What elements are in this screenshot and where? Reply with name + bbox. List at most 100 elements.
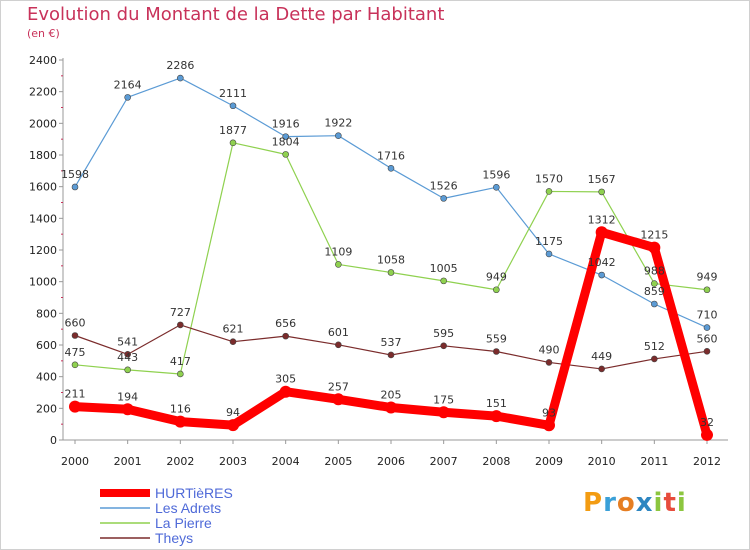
series-point: [703, 324, 711, 331]
data-label: 151: [486, 397, 507, 410]
series-point: [227, 419, 239, 432]
y-tick-label: 400: [36, 371, 57, 384]
series-point: [69, 400, 81, 413]
series-point: [177, 370, 184, 378]
data-label: 32: [700, 416, 714, 429]
series-line: [74, 77, 708, 329]
data-label: 116: [170, 403, 191, 416]
x-tick-label: 2010: [588, 455, 616, 468]
data-label: 560: [697, 332, 718, 345]
series-point: [543, 419, 555, 432]
series-point: [174, 415, 187, 428]
x-tick-label: 2009: [535, 455, 563, 468]
data-label: 1877: [219, 124, 247, 137]
x-tick-label: 2006: [377, 455, 405, 468]
logo-letter: i: [676, 488, 687, 518]
data-label: 305: [275, 373, 296, 386]
proxiti-logo: Proxiti: [583, 488, 687, 518]
y-tick-label: 200: [36, 402, 57, 415]
data-label: 660: [65, 317, 86, 330]
y-tick-label: 1800: [29, 149, 57, 162]
data-label: 1215: [640, 229, 668, 242]
legend-label: La Pierre: [155, 515, 212, 531]
data-label: 93: [542, 406, 556, 419]
series-point: [440, 195, 447, 202]
data-label: 94: [226, 406, 240, 419]
series-point: [545, 188, 553, 195]
legend-label: Les Adrets: [155, 500, 221, 516]
data-label: 1109: [324, 245, 352, 258]
data-label: 417: [170, 355, 191, 368]
y-tick-label: 1400: [29, 212, 57, 225]
data-label: 1567: [588, 173, 616, 186]
series-point: [387, 269, 395, 276]
series-point: [440, 277, 447, 285]
series-point: [282, 332, 289, 340]
logo-letter: x: [635, 488, 654, 518]
series-point: [437, 406, 450, 419]
chart-title: Evolution du Montant de la Dette par Hab…: [27, 4, 445, 25]
x-tick-label: 2011: [640, 455, 668, 468]
data-label: 601: [328, 326, 349, 339]
y-tick-label: 2400: [29, 54, 57, 67]
x-tick-label: 2003: [219, 455, 247, 468]
series-point: [598, 365, 605, 373]
data-label: 988: [644, 265, 665, 278]
logo-letter: i: [653, 488, 664, 518]
data-label: 449: [591, 350, 612, 363]
series-point: [124, 351, 131, 358]
series-point: [177, 74, 184, 82]
logo-text: Proxiti: [583, 488, 687, 518]
data-label: 621: [223, 323, 244, 336]
data-label: 257: [328, 380, 349, 393]
data-label: 541: [117, 335, 138, 348]
data-label: 490: [539, 343, 560, 356]
x-tick-label: 2004: [272, 455, 300, 468]
data-label: 537: [381, 336, 402, 349]
series-point: [440, 342, 447, 350]
series-point: [282, 133, 289, 140]
series-point: [595, 226, 608, 239]
series-point: [545, 250, 553, 258]
series-point: [124, 94, 131, 101]
data-label: 859: [644, 285, 665, 298]
data-label: 1598: [61, 168, 89, 181]
series-point: [229, 102, 237, 110]
data-label: 656: [275, 317, 296, 330]
data-label: 949: [486, 271, 507, 284]
series-point: [121, 403, 134, 416]
series-point: [651, 280, 658, 287]
data-label: 194: [117, 390, 138, 403]
data-label: 1596: [482, 168, 510, 181]
series-point: [598, 188, 605, 196]
data-label: 211: [65, 388, 86, 401]
chart-subtitle: (en €): [27, 27, 60, 40]
data-label: 1312: [588, 213, 616, 226]
series-point: [387, 351, 395, 359]
data-label: 595: [433, 327, 454, 340]
y-tick-label: 0: [50, 434, 57, 447]
series-point: [493, 286, 500, 294]
x-tick-label: 2012: [693, 455, 721, 468]
data-label: 1922: [324, 117, 352, 130]
series-point: [124, 366, 131, 374]
data-label: 1042: [588, 256, 616, 269]
data-label: 2286: [166, 59, 194, 72]
series-point: [71, 332, 79, 339]
y-tick-label: 2000: [29, 117, 57, 130]
data-label: 949: [697, 271, 718, 284]
series-point: [229, 139, 237, 147]
series-point: [279, 385, 292, 398]
series-point: [229, 338, 237, 345]
series-point: [648, 241, 661, 254]
data-label: 1916: [272, 118, 300, 131]
data-label: 2111: [219, 87, 247, 100]
data-label: 205: [381, 389, 402, 402]
x-tick-label: 2007: [430, 455, 458, 468]
data-label: 443: [117, 351, 138, 364]
data-label: 727: [170, 306, 191, 319]
data-label: 1570: [535, 172, 563, 185]
y-tick-label: 600: [36, 339, 57, 352]
data-label: 2164: [114, 78, 142, 91]
x-tick-label: 2001: [114, 455, 142, 468]
